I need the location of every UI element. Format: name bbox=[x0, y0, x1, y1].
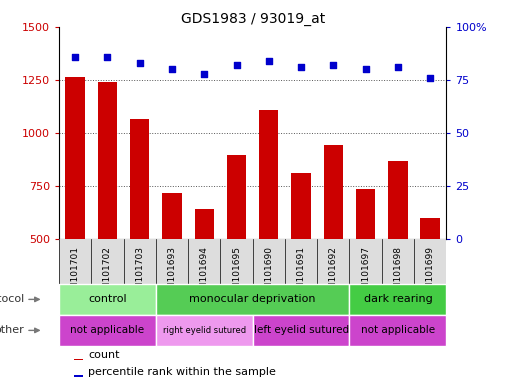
Text: count: count bbox=[88, 351, 120, 361]
Bar bbox=[74, 375, 83, 377]
Bar bbox=[74, 359, 83, 360]
Text: other: other bbox=[0, 325, 24, 335]
Text: dark rearing: dark rearing bbox=[364, 295, 432, 305]
Text: not applicable: not applicable bbox=[361, 325, 435, 335]
Bar bbox=[162, 194, 182, 345]
Point bbox=[265, 58, 273, 64]
Point bbox=[394, 64, 402, 70]
Bar bbox=[349, 315, 446, 346]
Bar bbox=[97, 82, 117, 345]
Text: GSM101698: GSM101698 bbox=[393, 246, 402, 301]
Bar bbox=[421, 218, 440, 345]
Bar bbox=[388, 161, 407, 345]
Bar bbox=[356, 189, 376, 345]
Point bbox=[297, 64, 305, 70]
Bar bbox=[227, 155, 246, 345]
Bar bbox=[259, 109, 279, 345]
Bar bbox=[291, 173, 311, 345]
Text: not applicable: not applicable bbox=[70, 325, 145, 335]
Text: control: control bbox=[88, 295, 127, 305]
Text: GSM101693: GSM101693 bbox=[167, 246, 176, 301]
Bar bbox=[156, 315, 252, 346]
Title: GDS1983 / 93019_at: GDS1983 / 93019_at bbox=[181, 12, 325, 26]
Point bbox=[426, 75, 435, 81]
Text: GSM101692: GSM101692 bbox=[329, 246, 338, 301]
Bar bbox=[324, 145, 343, 345]
Bar bbox=[349, 284, 446, 315]
Bar bbox=[59, 284, 156, 315]
Text: right eyelid sutured: right eyelid sutured bbox=[163, 326, 246, 335]
Bar bbox=[156, 284, 349, 315]
Point bbox=[103, 53, 111, 60]
Point bbox=[71, 53, 79, 60]
Text: GSM101695: GSM101695 bbox=[232, 246, 241, 301]
Point bbox=[168, 66, 176, 72]
Point bbox=[362, 66, 370, 72]
Text: GSM101703: GSM101703 bbox=[135, 246, 144, 301]
Point bbox=[232, 62, 241, 68]
Text: percentile rank within the sample: percentile rank within the sample bbox=[88, 367, 276, 377]
Point bbox=[200, 71, 208, 77]
Bar bbox=[252, 315, 349, 346]
Point bbox=[135, 60, 144, 66]
Point bbox=[329, 62, 338, 68]
Bar bbox=[66, 77, 85, 345]
Text: protocol: protocol bbox=[0, 295, 24, 305]
Text: GSM101702: GSM101702 bbox=[103, 246, 112, 301]
Text: GSM101697: GSM101697 bbox=[361, 246, 370, 301]
Text: GSM101694: GSM101694 bbox=[200, 246, 209, 301]
Text: GSM101701: GSM101701 bbox=[71, 246, 80, 301]
Bar bbox=[194, 209, 214, 345]
Text: left eyelid sutured: left eyelid sutured bbox=[253, 325, 349, 335]
Text: GSM101691: GSM101691 bbox=[297, 246, 306, 301]
Bar bbox=[130, 119, 149, 345]
Text: GSM101690: GSM101690 bbox=[264, 246, 273, 301]
Text: monocular deprivation: monocular deprivation bbox=[189, 295, 316, 305]
Text: GSM101699: GSM101699 bbox=[426, 246, 435, 301]
Bar bbox=[59, 315, 156, 346]
